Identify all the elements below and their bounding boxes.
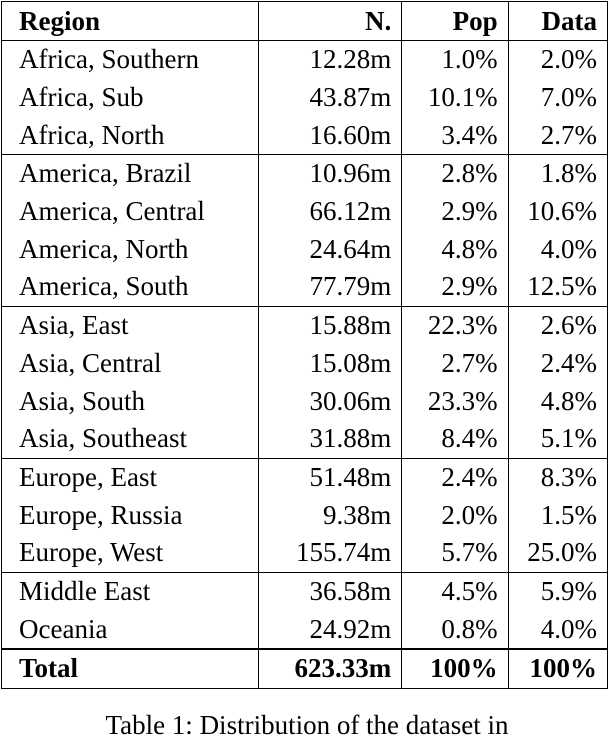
cell-region: Africa, Southern bbox=[0, 40, 259, 79]
cell-pop: 10.1% bbox=[401, 78, 509, 117]
cell-data: 12.5% bbox=[507, 268, 609, 307]
cell-region: Africa, Sub bbox=[0, 78, 259, 117]
table-row: Europe, Russia 9.38m 2.0% 1.5% bbox=[0, 496, 609, 534]
cell-region: Europe, Russia bbox=[0, 496, 259, 534]
cell-n: 12.28m bbox=[258, 40, 402, 79]
cell-data: 5.1% bbox=[507, 419, 609, 459]
cell-data: 4.0% bbox=[507, 230, 609, 269]
table-row: America, North 24.64m 4.8% 4.0% bbox=[0, 230, 609, 269]
cell-pop: 22.3% bbox=[401, 305, 509, 345]
cell-region: America, North bbox=[0, 230, 259, 269]
cell-n: 155.74m bbox=[258, 533, 402, 573]
cell-n: 15.88m bbox=[258, 305, 402, 345]
cell-pop: 2.0% bbox=[401, 496, 509, 534]
cell-pop: 4.5% bbox=[401, 571, 509, 611]
cell-n: 30.06m bbox=[258, 382, 402, 420]
cell-data: 1.8% bbox=[507, 154, 609, 193]
cell-region: Oceania bbox=[0, 610, 259, 649]
table-row: Africa, North 16.60m 3.4% 2.7% bbox=[0, 116, 609, 155]
cell-region: America, South bbox=[0, 268, 259, 307]
cell-region: Asia, Central bbox=[0, 344, 259, 383]
region-distribution-table: Region N. Pop Data Africa, Southern 12.28… bbox=[0, 1, 609, 689]
cell-region: Middle East bbox=[0, 571, 259, 611]
cell-pop: 0.8% bbox=[401, 610, 509, 649]
cell-data: 2.0% bbox=[507, 40, 609, 79]
cell-pop: 2.7% bbox=[401, 344, 509, 383]
table-row: Oceania 24.92m 0.8% 4.0% bbox=[0, 610, 609, 649]
table-row: Middle East 36.58m 4.5% 5.9% bbox=[0, 571, 609, 611]
cell-data: 2.7% bbox=[507, 116, 609, 155]
table-row: Africa, Sub 43.87m 10.1% 7.0% bbox=[0, 78, 609, 117]
cell-pop: 2.4% bbox=[401, 457, 509, 497]
table-row: Africa, Southern 12.28m 1.0% 2.0% bbox=[0, 40, 609, 79]
table-row: America, Brazil 10.96m 2.8% 1.8% bbox=[0, 154, 609, 193]
table-row: Asia, Southeast 31.88m 8.4% 5.1% bbox=[0, 419, 609, 459]
cell-data: 7.0% bbox=[507, 78, 609, 117]
cell-pop: 23.3% bbox=[401, 382, 509, 420]
total-row: Total 623.33m 100% 100% bbox=[0, 647, 609, 689]
cell-data: 8.3% bbox=[507, 457, 609, 497]
cell-n: 24.64m bbox=[258, 230, 402, 269]
cell-n: 43.87m bbox=[258, 78, 402, 117]
cell-n: 66.12m bbox=[258, 192, 402, 231]
table-row: Europe, West 155.74m 5.7% 25.0% bbox=[0, 533, 609, 573]
table-row: Asia, South 30.06m 23.3% 4.8% bbox=[0, 382, 609, 420]
cell-n: 16.60m bbox=[258, 116, 402, 155]
cell-region: Asia, Southeast bbox=[0, 419, 259, 459]
total-data: 100% bbox=[507, 647, 609, 689]
table-body: Africa, Southern 12.28m 1.0% 2.0% Africa, Su… bbox=[0, 40, 609, 649]
cell-n: 51.48m bbox=[258, 457, 402, 497]
cell-pop: 1.0% bbox=[401, 40, 509, 79]
header-pop: Pop bbox=[401, 1, 509, 41]
cell-data: 10.6% bbox=[507, 192, 609, 231]
header-data: Data bbox=[507, 1, 609, 41]
cell-pop: 8.4% bbox=[401, 419, 509, 459]
cell-data: 25.0% bbox=[507, 533, 609, 573]
table-row: Asia, Central 15.08m 2.7% 2.4% bbox=[0, 344, 609, 383]
cell-pop: 3.4% bbox=[401, 116, 509, 155]
cell-n: 15.08m bbox=[258, 344, 402, 383]
total-pop: 100% bbox=[401, 647, 509, 689]
cell-data: 2.6% bbox=[507, 305, 609, 345]
header-region: Region bbox=[0, 1, 259, 41]
cell-region: Europe, West bbox=[0, 533, 259, 573]
cell-region: Asia, East bbox=[0, 305, 259, 345]
header-n: N. bbox=[258, 1, 402, 41]
cell-pop: 2.9% bbox=[401, 268, 509, 307]
cell-n: 24.92m bbox=[258, 610, 402, 649]
cell-data: 2.4% bbox=[507, 344, 609, 383]
cell-data: 4.0% bbox=[507, 610, 609, 649]
cell-region: America, Brazil bbox=[0, 154, 259, 193]
cell-region: Asia, South bbox=[0, 382, 259, 420]
table-caption: Table 1: Distribution of the dataset in bbox=[105, 710, 509, 740]
table-row: Europe, East 51.48m 2.4% 8.3% bbox=[0, 457, 609, 497]
cell-n: 77.79m bbox=[258, 268, 402, 307]
cell-data: 4.8% bbox=[507, 382, 609, 420]
table-row: America, Central 66.12m 2.9% 10.6% bbox=[0, 192, 609, 231]
cell-data: 5.9% bbox=[507, 571, 609, 611]
cell-pop: 2.8% bbox=[401, 154, 509, 193]
cell-pop: 2.9% bbox=[401, 192, 509, 231]
cell-region: Europe, East bbox=[0, 457, 259, 497]
cell-pop: 5.7% bbox=[401, 533, 509, 573]
cell-n: 9.38m bbox=[258, 496, 402, 534]
cell-n: 31.88m bbox=[258, 419, 402, 459]
cell-n: 10.96m bbox=[258, 154, 402, 193]
table-header-row: Region N. Pop Data bbox=[0, 1, 609, 41]
cell-data: 1.5% bbox=[507, 496, 609, 534]
cell-pop: 4.8% bbox=[401, 230, 509, 269]
total-region: Total bbox=[0, 647, 259, 689]
cell-region: Africa, North bbox=[0, 116, 259, 155]
table-row: Asia, East 15.88m 22.3% 2.6% bbox=[0, 305, 609, 345]
table-row: America, South 77.79m 2.9% 12.5% bbox=[0, 268, 609, 307]
total-n: 623.33m bbox=[258, 647, 402, 689]
cell-region: America, Central bbox=[0, 192, 259, 231]
cell-n: 36.58m bbox=[258, 571, 402, 611]
